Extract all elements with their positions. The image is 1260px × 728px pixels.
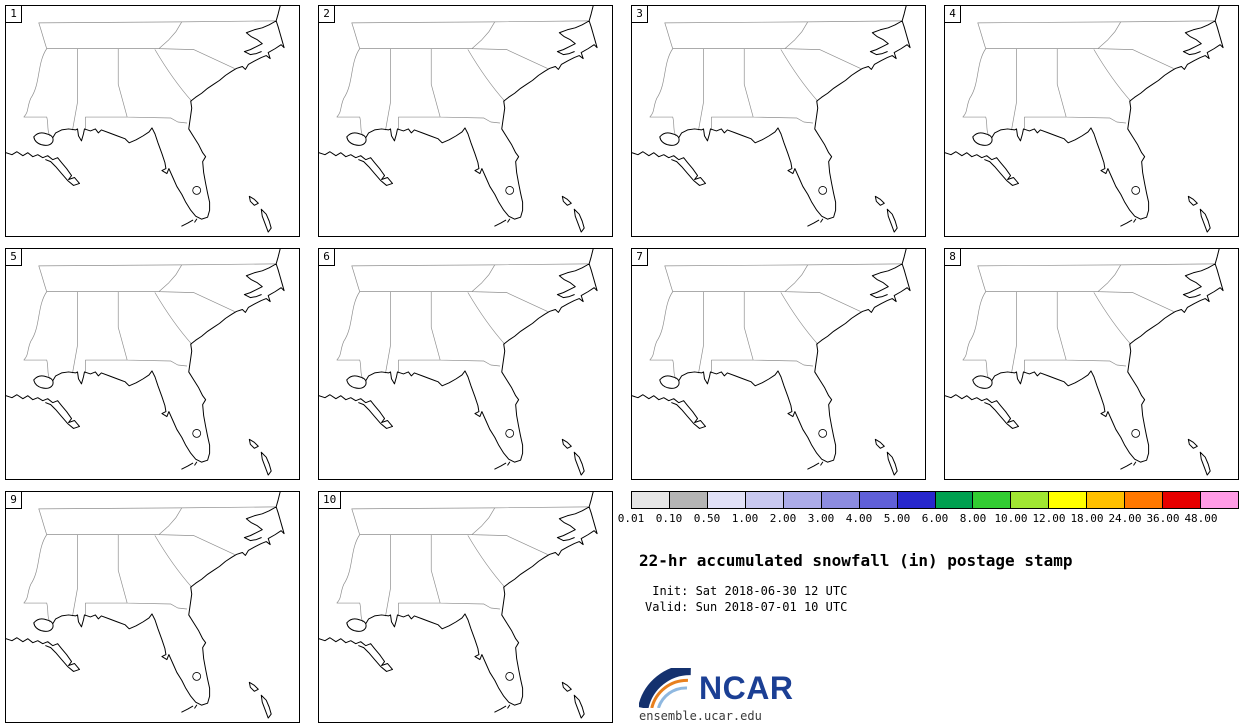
southeast-us-map (632, 249, 911, 476)
colorbar-segment (1163, 492, 1202, 508)
southeast-us-map (6, 6, 285, 233)
panel-number-label: 1 (6, 6, 22, 23)
ncar-swoosh-icon (639, 668, 691, 708)
colorbar-segment (669, 492, 708, 508)
map-panel-4: 4 (944, 5, 1239, 237)
colorbar-segment (935, 492, 974, 508)
colorbar-segment (745, 492, 784, 508)
map-panel-7: 7 (631, 248, 926, 480)
colorbar-tick: 36.00 (1146, 512, 1180, 525)
panel-number-label: 5 (6, 249, 22, 266)
map-panel-3: 3 (631, 5, 926, 237)
ncar-logo-text: NCAR (699, 669, 794, 706)
colorbar-segment (1049, 492, 1088, 508)
southeast-us-map (319, 249, 598, 476)
map-panel-5: 5 (5, 248, 300, 480)
southeast-us-map (319, 6, 598, 233)
southeast-us-map (945, 249, 1224, 476)
colorbar-tick: 24.00 (1108, 512, 1142, 525)
colorbar-segment (897, 492, 936, 508)
colorbar-segment (783, 492, 822, 508)
southeast-us-map (6, 492, 285, 719)
map-panel-6: 6 (318, 248, 613, 480)
map-panel-1: 1 (5, 5, 300, 237)
colorbar-segment (1011, 492, 1050, 508)
colorbar-tick: 12.00 (1032, 512, 1066, 525)
map-panel-9: 9 (5, 491, 300, 723)
colorbar-tick: 8.00 (959, 512, 987, 525)
colorbar-tick: 6.00 (921, 512, 949, 525)
panel-number-label: 6 (319, 249, 335, 266)
panel-number-label: 4 (945, 6, 961, 23)
panel-number-label: 7 (632, 249, 648, 266)
colorbar-tick: 48.00 (1184, 512, 1218, 525)
snowfall-colorbar (631, 491, 1239, 509)
colorbar-tick-labels: 0.01 0.10 0.50 1.00 2.00 3.00 4.00 5.00 6.00 8.00… (618, 512, 1239, 527)
panel-number-label: 9 (6, 492, 22, 509)
southeast-us-map (319, 492, 598, 719)
colorbar-tick: 18.00 (1070, 512, 1104, 525)
panel-number-label: 8 (945, 249, 961, 266)
ncar-logo: NCAR (639, 668, 793, 708)
colorbar-tick: 2.00 (769, 512, 797, 525)
colorbar-segment (632, 492, 670, 508)
southeast-us-map (632, 6, 911, 233)
panel-number-label: 2 (319, 6, 335, 23)
southeast-us-map (6, 249, 285, 476)
southeast-us-map (945, 6, 1224, 233)
colorbar-segment (821, 492, 860, 508)
colorbar-segment (1201, 492, 1238, 508)
colorbar-tick: 3.00 (807, 512, 835, 525)
valid-time-line: Valid: Sun 2018-07-01 10 UTC (645, 600, 848, 615)
colorbar-tick: 5.00 (883, 512, 911, 525)
colorbar-tick: 1.00 (731, 512, 759, 525)
site-url: ensemble.ucar.edu (639, 709, 762, 723)
branding-block: NCAR ensemble.ucar.edu (639, 668, 793, 723)
init-time-line: Init: Sat 2018-06-30 12 UTC (645, 584, 848, 598)
plot-title: 22-hr accumulated snowfall (in) postage … (639, 551, 1073, 570)
map-panel-10: 10 (318, 491, 613, 723)
colorbar-tick: 0.01 (617, 512, 645, 525)
plot-subtitle: Init: Sat 2018-06-30 12 UTC Valid: Sun 2… (645, 583, 1239, 615)
colorbar-segment (859, 492, 898, 508)
colorbar-segment (707, 492, 746, 508)
map-panel-2: 2 (318, 5, 613, 237)
colorbar-segment (1125, 492, 1164, 508)
map-panel-8: 8 (944, 248, 1239, 480)
legend-and-info-panel: 0.01 0.10 0.50 1.00 2.00 3.00 4.00 5.00 6.00 8.00… (618, 491, 1239, 723)
colorbar-tick: 10.00 (994, 512, 1028, 525)
colorbar-tick: 0.50 (693, 512, 721, 525)
colorbar-segment (1087, 492, 1126, 508)
colorbar-tick: 4.00 (845, 512, 873, 525)
panel-number-label: 10 (319, 492, 342, 509)
colorbar-tick: 0.10 (655, 512, 683, 525)
panel-number-label: 3 (632, 6, 648, 23)
colorbar-segment (973, 492, 1012, 508)
